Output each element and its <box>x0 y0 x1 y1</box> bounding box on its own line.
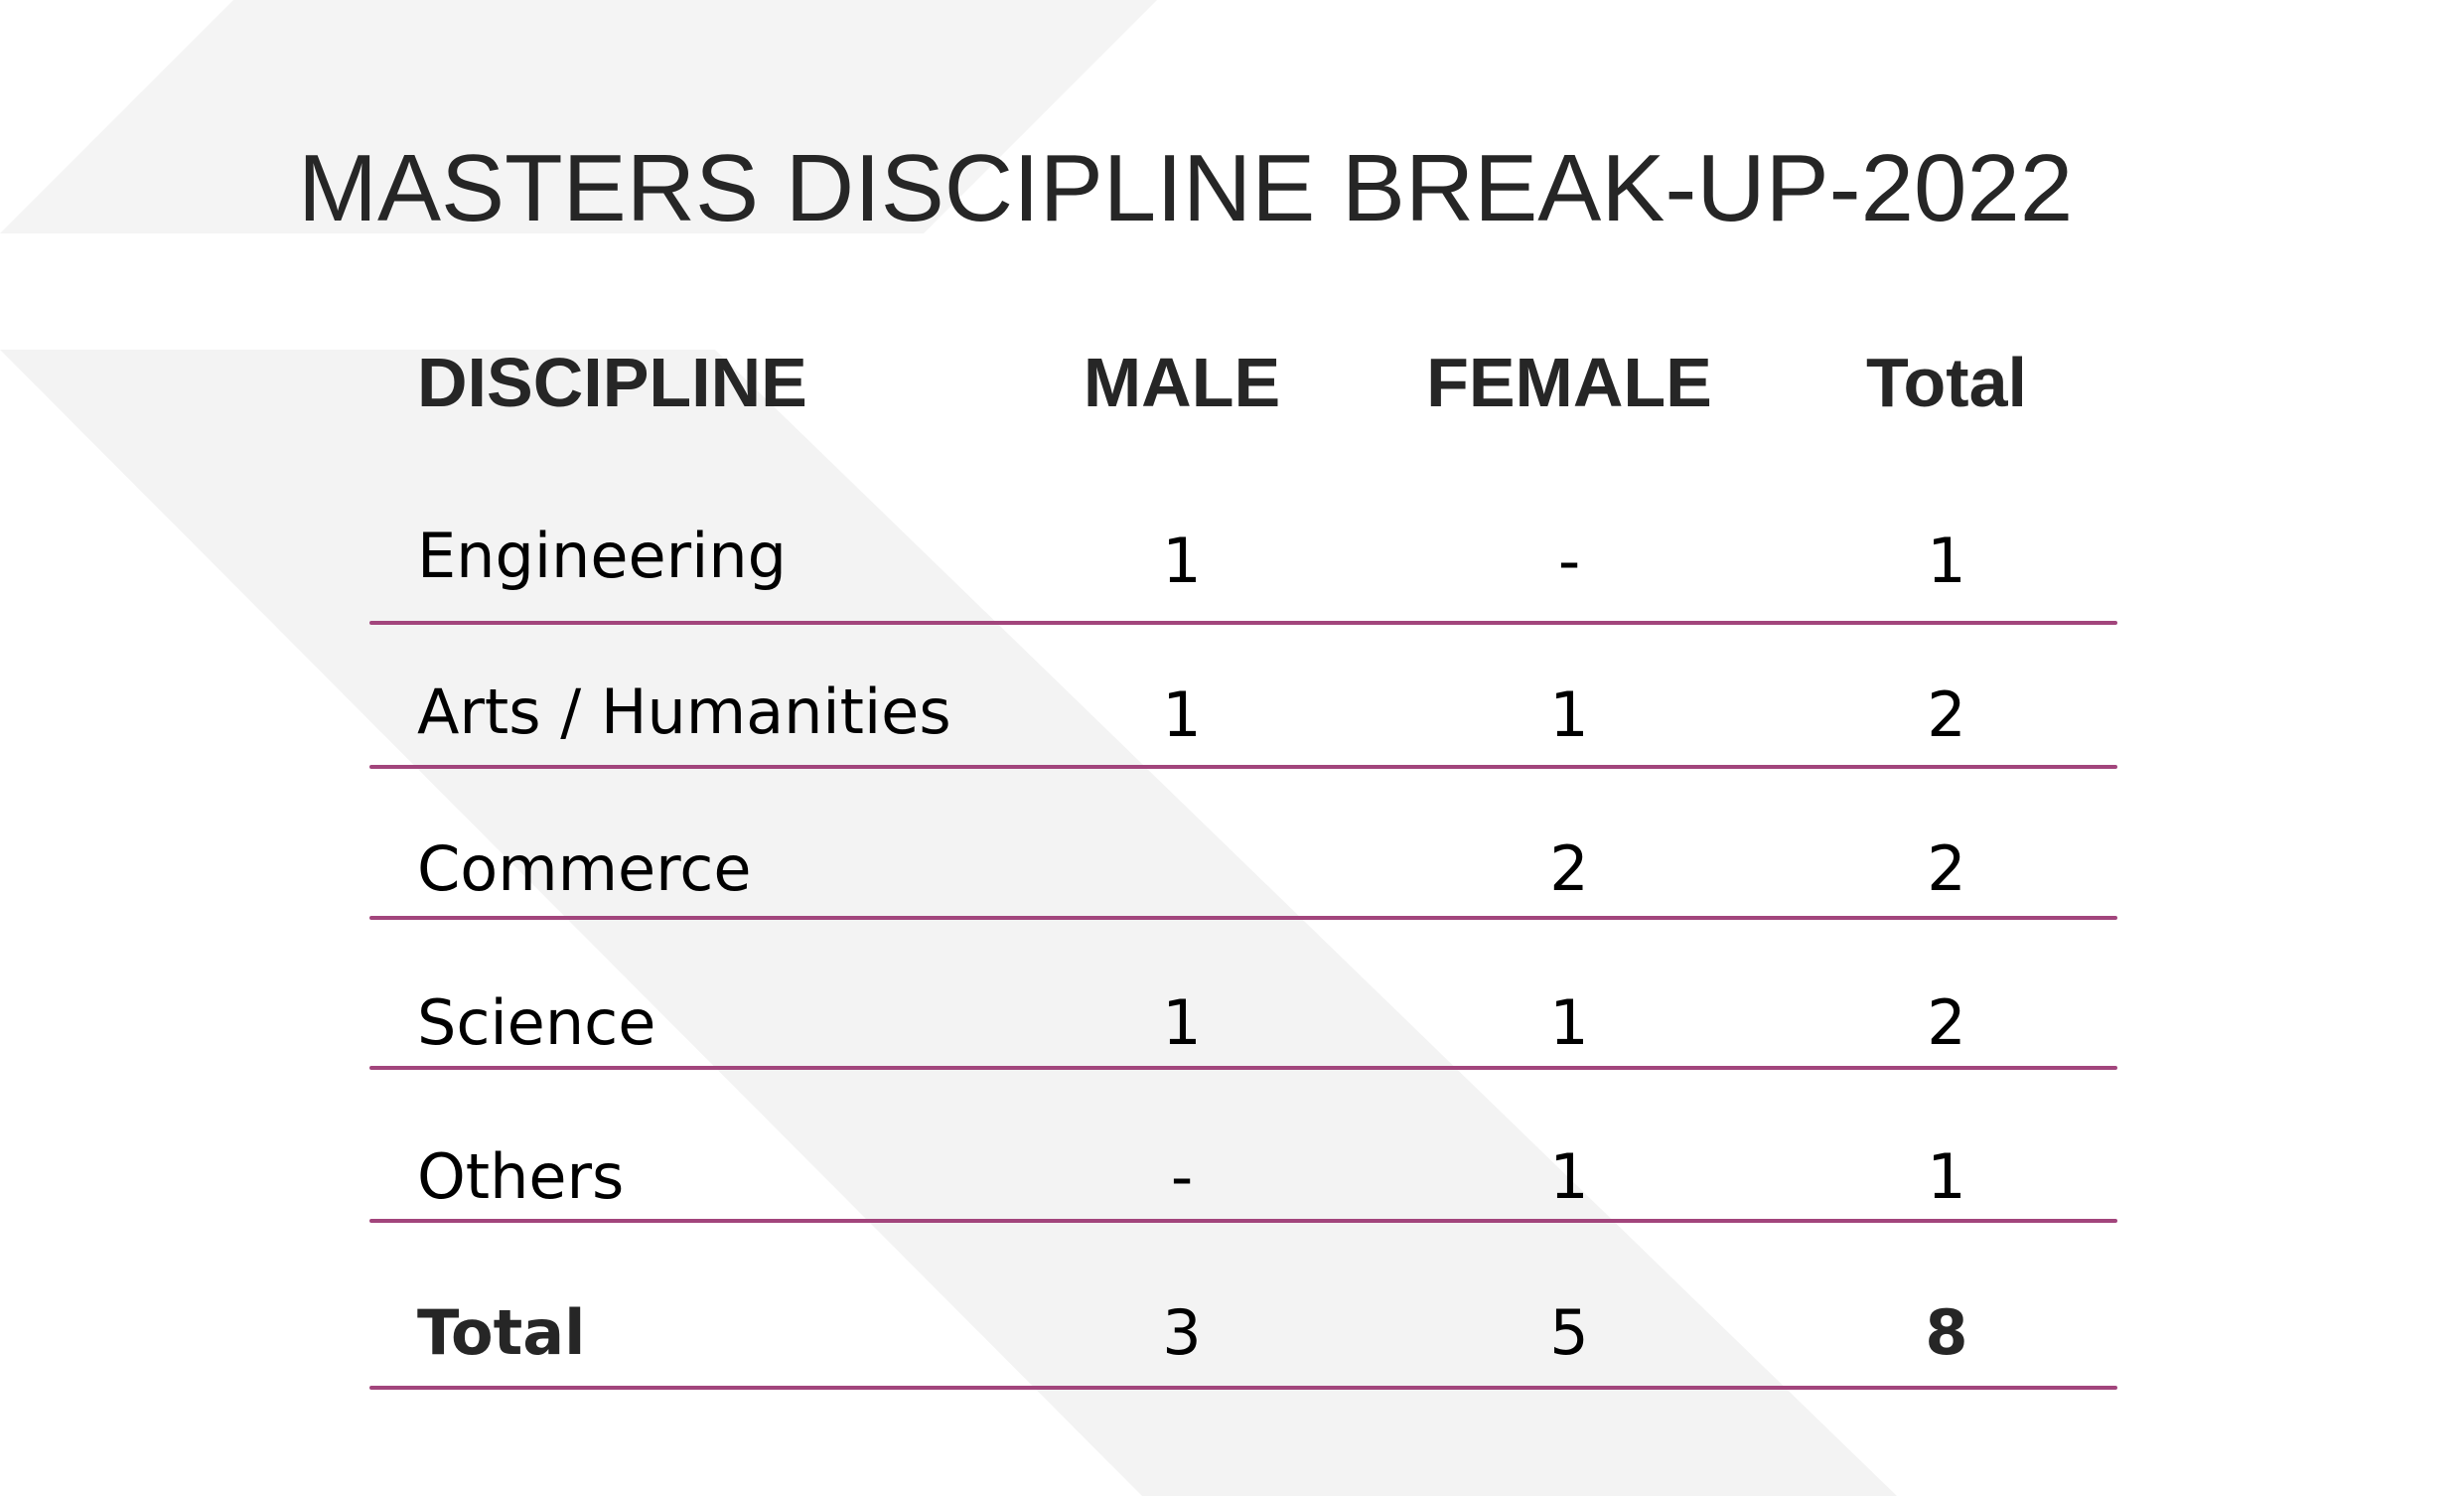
totals-label: Total <box>417 1296 586 1369</box>
row-divider <box>369 1386 2117 1390</box>
cell-female: 1 <box>1549 678 1589 751</box>
page-title: MASTERS DISCIPLINE BREAK-UP-2022 <box>298 135 2074 241</box>
background-banner-shape <box>0 0 1157 233</box>
cell-total: 2 <box>1927 986 1966 1059</box>
cell-male: 1 <box>1162 986 1202 1059</box>
totals-male: 3 <box>1162 1296 1202 1369</box>
row-divider <box>369 621 2117 625</box>
cell-female: - <box>1557 524 1581 597</box>
row-divider <box>369 1219 2117 1223</box>
totals-total: 8 <box>1925 1296 1968 1369</box>
totals-female: 5 <box>1549 1296 1589 1369</box>
cell-discipline: Engineering <box>417 520 787 592</box>
background-diagonal-shape <box>0 350 1897 1496</box>
cell-female: 1 <box>1549 1140 1589 1213</box>
cell-male: 1 <box>1162 524 1202 597</box>
cell-male: - <box>1170 1140 1194 1213</box>
cell-male <box>1083 829 1281 909</box>
cell-discipline: Commerce <box>417 832 752 905</box>
header-female: FEMALE <box>1426 344 1712 421</box>
cell-female: 1 <box>1549 986 1589 1059</box>
cell-discipline: Arts / Humanities <box>417 675 951 748</box>
row-divider <box>369 916 2117 920</box>
row-divider <box>369 765 2117 769</box>
header-male: MALE <box>1083 344 1281 421</box>
cell-female: 2 <box>1549 832 1589 905</box>
cell-discipline: Others <box>417 1140 625 1213</box>
cell-total: 1 <box>1927 524 1966 597</box>
cell-total: 2 <box>1927 678 1966 751</box>
cell-discipline: Science <box>417 986 656 1059</box>
cell-total: 2 <box>1927 832 1966 905</box>
cell-total: 1 <box>1927 1140 1966 1213</box>
header-total: Total <box>1865 344 2027 421</box>
row-divider <box>369 1066 2117 1070</box>
cell-male: 1 <box>1162 678 1202 751</box>
header-discipline: DISCIPLINE <box>417 344 807 421</box>
